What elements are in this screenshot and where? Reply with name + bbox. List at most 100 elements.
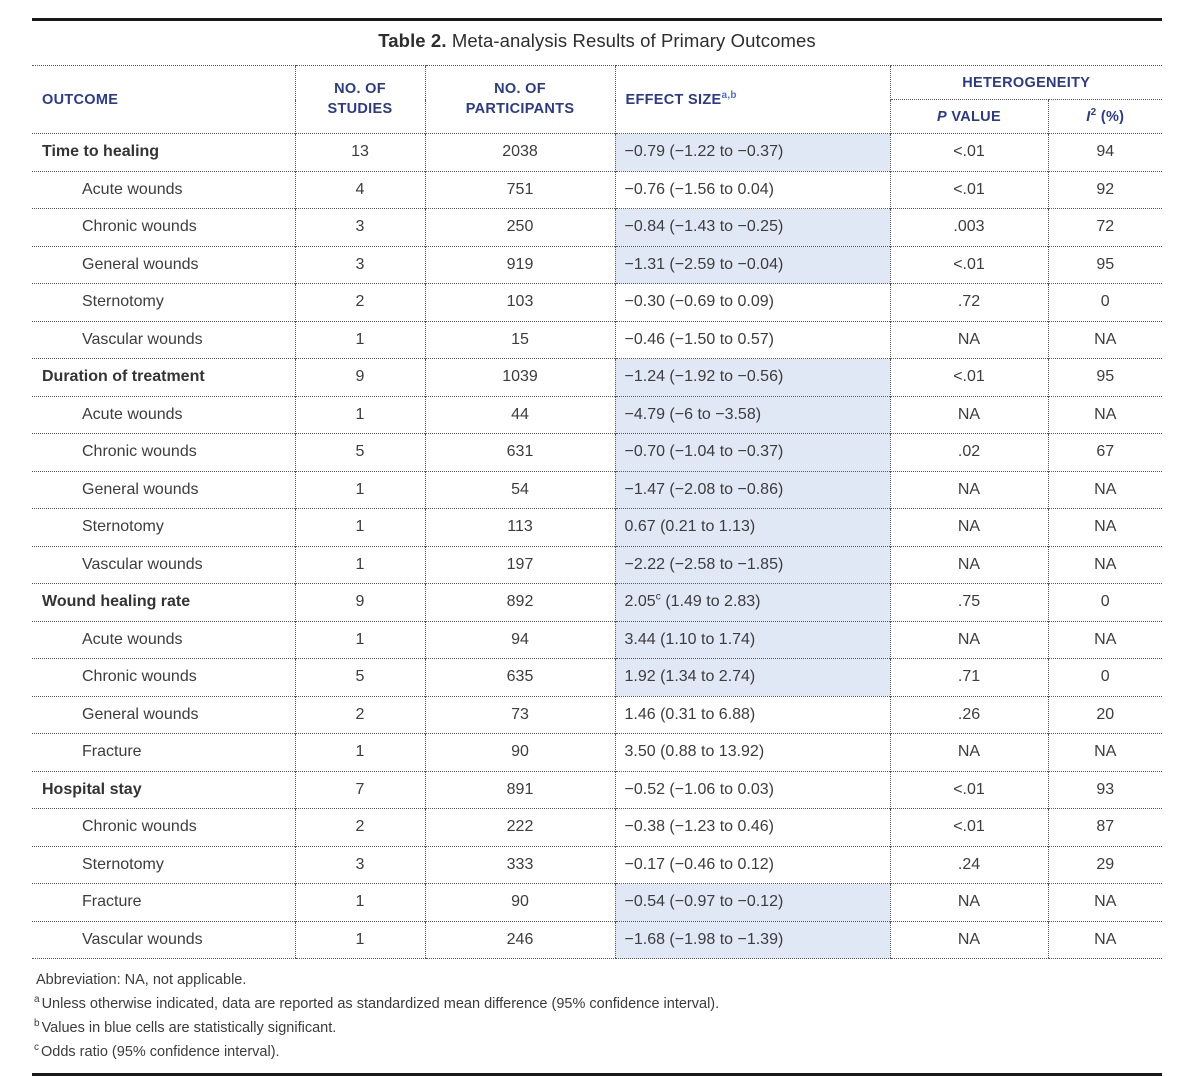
- participants-count-cell: 222: [424, 808, 615, 846]
- effect-size-cell: −0.54 (−0.97 to −0.12): [614, 883, 890, 921]
- i-squared-cell: NA: [1047, 470, 1163, 509]
- i-squared-cell: 29: [1047, 845, 1163, 884]
- i-squared-cell: 95: [1047, 358, 1163, 396]
- i-squared-cell: NA: [1047, 545, 1163, 584]
- p-value-cell: <.01: [889, 808, 1048, 846]
- effect-size-value: 2.05: [624, 593, 656, 611]
- p-value-cell: NA: [889, 620, 1048, 659]
- participants-count-cell: 73: [424, 695, 615, 734]
- effect-size-value: −0.76 (−1.56 to 0.04): [624, 180, 774, 198]
- outcome-cell: General wounds: [32, 470, 295, 509]
- participants-count-cell: 919: [424, 245, 615, 284]
- effect-size-cell: −1.31 (−2.59 to −0.04): [614, 245, 890, 284]
- table-number-label: Table 2.: [378, 30, 447, 51]
- table-row: Acute wounds 1 94 3.44 (1.10 to 1.74) NA…: [32, 620, 1163, 659]
- effect-size-value: −0.30 (−0.69 to 0.09): [624, 293, 774, 311]
- studies-count-cell: 1: [294, 320, 425, 359]
- effect-size-value: −2.22 (−2.58 to −1.85): [624, 555, 784, 573]
- column-header-effect-size: EFFECT SIZEa,b: [614, 65, 890, 134]
- effect-size-value: −0.52 (−1.06 to 0.03): [624, 780, 774, 798]
- i-squared-cell: 67: [1047, 433, 1163, 471]
- effect-size-value: −0.79 (−1.22 to −0.37): [624, 143, 784, 161]
- table-row: Fracture 1 90 −0.54 (−0.97 to −0.12) NA …: [32, 883, 1163, 921]
- p-value-cell: NA: [889, 320, 1048, 359]
- top-rule: [32, 18, 1162, 21]
- studies-count-cell: 7: [294, 770, 425, 809]
- p-value-cell: .24: [889, 845, 1048, 884]
- outcome-cell: General wounds: [32, 695, 295, 734]
- column-header-outcome-label: OUTCOME: [42, 91, 119, 108]
- effect-size-cell: −1.24 (−1.92 to −0.56): [614, 358, 890, 396]
- outcome-cell: Duration of treatment: [32, 358, 295, 396]
- p-value-cell: <.01: [889, 770, 1048, 809]
- i-squared-cell: 93: [1047, 770, 1163, 809]
- column-header-studies-label: NO. OF STUDIES: [327, 80, 393, 117]
- i-squared-cell: 87: [1047, 808, 1163, 846]
- table-row: Time to healing 13 2038 −0.79 (−1.22 to …: [32, 133, 1163, 171]
- i-squared-cell: NA: [1047, 883, 1163, 921]
- participants-count-cell: 892: [424, 583, 615, 621]
- effect-size-value: −1.24 (−1.92 to −0.56): [624, 368, 784, 386]
- effect-size-cell: −0.46 (−1.50 to 0.57): [614, 320, 890, 359]
- participants-count-cell: 113: [424, 508, 615, 546]
- effect-size-value: 3.50 (0.88 to 13.92): [624, 743, 765, 761]
- participants-count-cell: 90: [424, 883, 615, 921]
- participants-count-cell: 54: [424, 470, 615, 509]
- bottom-rule: [32, 1072, 1162, 1076]
- participants-count-cell: 1039: [424, 358, 615, 396]
- participants-count-cell: 635: [424, 658, 615, 696]
- footnote-marker: a: [34, 994, 40, 1006]
- effect-size-value: −0.54 (−0.97 to −0.12): [624, 893, 784, 911]
- footnote-b: b Values in blue cells are statistically …: [34, 1017, 1162, 1040]
- studies-count-cell: 1: [294, 508, 425, 546]
- effect-size-value: 1.92 (1.34 to 2.74): [624, 668, 756, 686]
- participants-count-cell: 44: [424, 395, 615, 434]
- effect-size-footnote-marker: a,b: [721, 89, 737, 101]
- footnote-text: Values in blue cells are statistically s…: [41, 1019, 337, 1036]
- i-squared-symbol: I: [1086, 108, 1091, 125]
- effect-size-cell: 1.46 (0.31 to 6.88): [614, 695, 890, 734]
- outcome-cell: Vascular wounds: [32, 320, 295, 359]
- table-row: General wounds 2 73 1.46 (0.31 to 6.88) …: [32, 695, 1163, 734]
- table-row: Acute wounds 4 751 −0.76 (−1.56 to 0.04)…: [32, 170, 1163, 209]
- participants-count-cell: 250: [424, 208, 615, 246]
- p-value-cell: .71: [889, 658, 1048, 696]
- studies-count-cell: 1: [294, 920, 425, 959]
- table-row: Acute wounds 1 44 −4.79 (−6 to −3.58) NA…: [32, 395, 1163, 434]
- effect-size-cell: −1.68 (−1.98 to −1.39): [614, 920, 890, 959]
- studies-count-cell: 2: [294, 695, 425, 734]
- effect-size-cell: 1.92 (1.34 to 2.74): [614, 658, 890, 696]
- outcome-cell: Chronic wounds: [32, 433, 295, 471]
- p-value-cell: NA: [889, 395, 1048, 434]
- effect-size-value: 3.44 (1.10 to 1.74): [624, 630, 756, 648]
- participants-count-cell: 15: [424, 320, 615, 359]
- p-value-cell: <.01: [889, 245, 1048, 284]
- outcome-cell: Acute wounds: [32, 395, 295, 434]
- meta-analysis-table: OUTCOME NO. OF STUDIES NO. OF PARTICIPAN…: [32, 65, 1163, 959]
- outcome-cell: Acute wounds: [32, 620, 295, 659]
- participants-count-cell: 246: [424, 920, 615, 959]
- effect-size-cell: −0.79 (−1.22 to −0.37): [614, 133, 890, 171]
- effect-size-cell: 3.50 (0.88 to 13.92): [614, 733, 890, 771]
- i-squared-cell: 94: [1047, 133, 1163, 171]
- effect-size-cell: −0.52 (−1.06 to 0.03): [614, 770, 890, 809]
- table-row: Wound healing rate 9 892 2.05c (1.49 to …: [32, 583, 1163, 621]
- effect-size-cell: −0.17 (−0.46 to 0.12): [614, 845, 890, 884]
- p-value-cell: NA: [889, 508, 1048, 546]
- participants-count-cell: 631: [424, 433, 615, 471]
- column-header-studies: NO. OF STUDIES: [294, 65, 425, 134]
- p-value-cell: .003: [889, 208, 1048, 246]
- participants-count-cell: 2038: [424, 133, 615, 171]
- i-squared-cell: NA: [1047, 320, 1163, 359]
- i-squared-cell: 0: [1047, 283, 1163, 321]
- effect-size-cell: −1.47 (−2.08 to −0.86): [614, 470, 890, 509]
- effect-size-cell: 2.05c (1.49 to 2.83): [614, 583, 890, 621]
- footnotes: Abbreviation: NA, not applicable. a Unles…: [34, 969, 1162, 1064]
- table-row: Vascular wounds 1 246 −1.68 (−1.98 to −1…: [32, 920, 1163, 959]
- table-row: General wounds 3 919 −1.31 (−2.59 to −0.…: [32, 245, 1163, 284]
- footnote-a: a Unless otherwise indicated, data are re…: [34, 993, 1162, 1016]
- table-row: Sternotomy 1 113 0.67 (0.21 to 1.13) NA …: [32, 508, 1163, 546]
- outcome-cell: Vascular wounds: [32, 545, 295, 584]
- footnote-marker: b: [34, 1017, 40, 1029]
- effect-size-value: −0.70 (−1.04 to −0.37): [624, 443, 784, 461]
